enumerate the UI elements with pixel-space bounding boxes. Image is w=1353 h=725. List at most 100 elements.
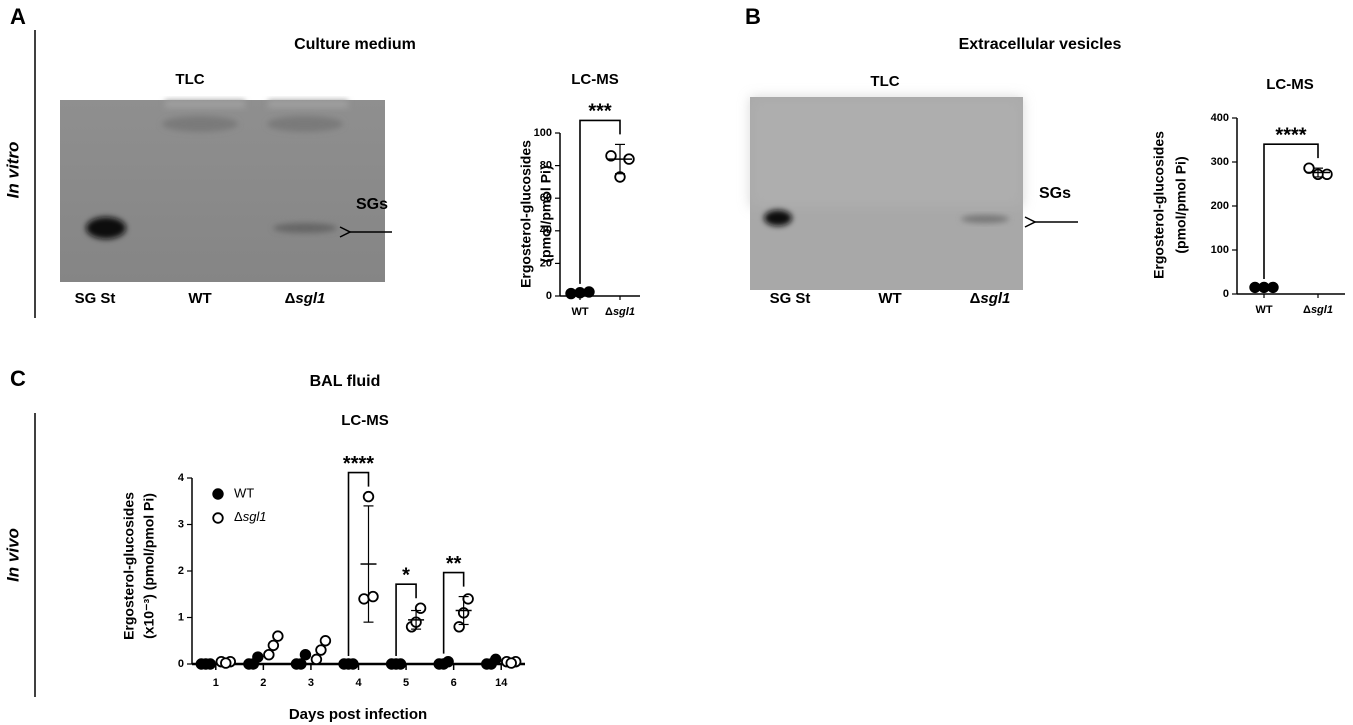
x-tick-label: 2 — [260, 677, 266, 689]
x-axis-label: Days post infection — [289, 706, 427, 723]
y-tick-label: 300 — [1211, 156, 1229, 168]
side-label: In vitro — [3, 142, 22, 199]
data-point — [342, 658, 355, 670]
y-tick-label: 4 — [178, 472, 185, 484]
lane-label: Δsgl1 — [970, 290, 1011, 307]
y-tick-label: 100 — [534, 127, 552, 139]
data-point — [295, 658, 307, 670]
lane-label: SG St — [75, 290, 116, 307]
tlc-spot — [764, 210, 792, 226]
data-point — [1303, 162, 1315, 174]
y-axis-label: Ergosterol-glucosides — [1151, 131, 1167, 279]
significance-label: * — [402, 564, 410, 586]
tlc-band — [267, 116, 343, 132]
y-tick-label: 400 — [1211, 112, 1229, 124]
significance-bracket — [579, 119, 621, 284]
tlc-band — [162, 116, 238, 132]
significance-label: ** — [446, 553, 462, 575]
tlc-spot — [961, 215, 1009, 223]
y-axis-label: Ergosterol-glucosides — [518, 140, 534, 288]
data-point — [605, 150, 617, 162]
chart-title: LC-MS — [1266, 76, 1314, 93]
tlc-band — [165, 100, 245, 108]
x-tick-label: 1 — [213, 677, 219, 689]
side-label: In vivo — [3, 528, 22, 582]
tlc-shade — [750, 97, 1023, 207]
arrow-label: SGs — [356, 196, 388, 213]
data-point — [437, 658, 450, 670]
x-tick-label: 3 — [308, 677, 314, 689]
x-tick-label: Δsgl1 — [1303, 304, 1333, 316]
data-point — [462, 593, 474, 605]
y-tick-label: 0 — [546, 290, 552, 302]
y-tick-label: 100 — [1211, 244, 1229, 256]
y-tick-label: 2 — [178, 565, 184, 577]
x-tick-label: Δsgl1 — [605, 306, 635, 318]
y-axis-label: (pmol/pmol Pi) — [1173, 156, 1189, 253]
panel-label: A — [10, 4, 26, 29]
x-tick-label: WT — [571, 306, 588, 318]
significance-bracket — [395, 583, 417, 656]
chart-title: LC-MS — [571, 71, 619, 88]
y-tick-label: 80 — [540, 160, 552, 172]
y-axis-label: (x10⁻³) (pmol/pmol Pi) — [141, 493, 157, 639]
y-axis-label: Ergosterol-glucosides — [121, 492, 137, 640]
y-tick-label: 40 — [540, 225, 552, 237]
x-tick-label: 6 — [451, 677, 457, 689]
data-point — [200, 658, 212, 670]
tlc-band — [268, 100, 348, 108]
data-point — [267, 639, 280, 652]
y-tick-label: 60 — [540, 192, 552, 204]
panel-label: C — [10, 366, 26, 391]
panel-title: Extracellular vesicles — [959, 36, 1122, 53]
significance-label: **** — [1275, 124, 1306, 146]
x-tick-label: 14 — [495, 677, 508, 689]
data-point — [367, 590, 379, 603]
data-point — [315, 644, 327, 656]
data-point — [272, 630, 284, 642]
y-tick-label: 0 — [1223, 288, 1229, 300]
y-tick-label: 1 — [178, 611, 184, 623]
lane-label: Δsgl1 — [285, 290, 326, 307]
data-point — [263, 649, 275, 661]
legend-marker — [212, 512, 224, 524]
arrow-label: SGs — [1039, 185, 1071, 202]
chart-title: LC-MS — [341, 412, 389, 429]
y-tick-label: 200 — [1211, 200, 1229, 212]
data-point — [299, 649, 312, 661]
tlc-spot — [86, 217, 126, 239]
lane-label: WT — [188, 290, 211, 307]
data-point — [390, 658, 402, 670]
significance-bracket — [1263, 143, 1319, 279]
data-point — [220, 657, 232, 669]
tlc-spot — [273, 223, 337, 233]
lane-label: WT — [878, 290, 901, 307]
legend-label: WT — [234, 485, 254, 500]
lane-label: SG St — [770, 290, 811, 307]
legend-marker — [212, 488, 224, 500]
panel-title: Culture medium — [294, 36, 416, 53]
significance-bracket — [347, 471, 370, 656]
data-point — [414, 602, 427, 614]
y-tick-label: 0 — [178, 658, 184, 670]
y-tick-label: 20 — [540, 257, 552, 269]
legend-label: Δsgl1 — [234, 509, 267, 524]
x-tick-label: WT — [1255, 304, 1272, 316]
data-point — [505, 657, 517, 669]
tlc-title: TLC — [175, 71, 204, 88]
y-tick-label: 3 — [178, 518, 184, 530]
data-point — [358, 593, 370, 605]
data-point — [247, 658, 260, 670]
panel-title: BAL fluid — [310, 373, 381, 390]
x-tick-label: 4 — [355, 677, 362, 689]
tlc-title: TLC — [870, 73, 899, 90]
y-axis-label: (pmol/pmol Pi) — [538, 165, 554, 262]
significance-label: *** — [588, 101, 612, 123]
panel-label: B — [745, 4, 761, 29]
significance-label: **** — [343, 453, 374, 475]
x-tick-label: 5 — [403, 677, 409, 689]
data-point — [485, 658, 497, 670]
data-point — [362, 490, 375, 503]
significance-bracket — [442, 571, 465, 654]
